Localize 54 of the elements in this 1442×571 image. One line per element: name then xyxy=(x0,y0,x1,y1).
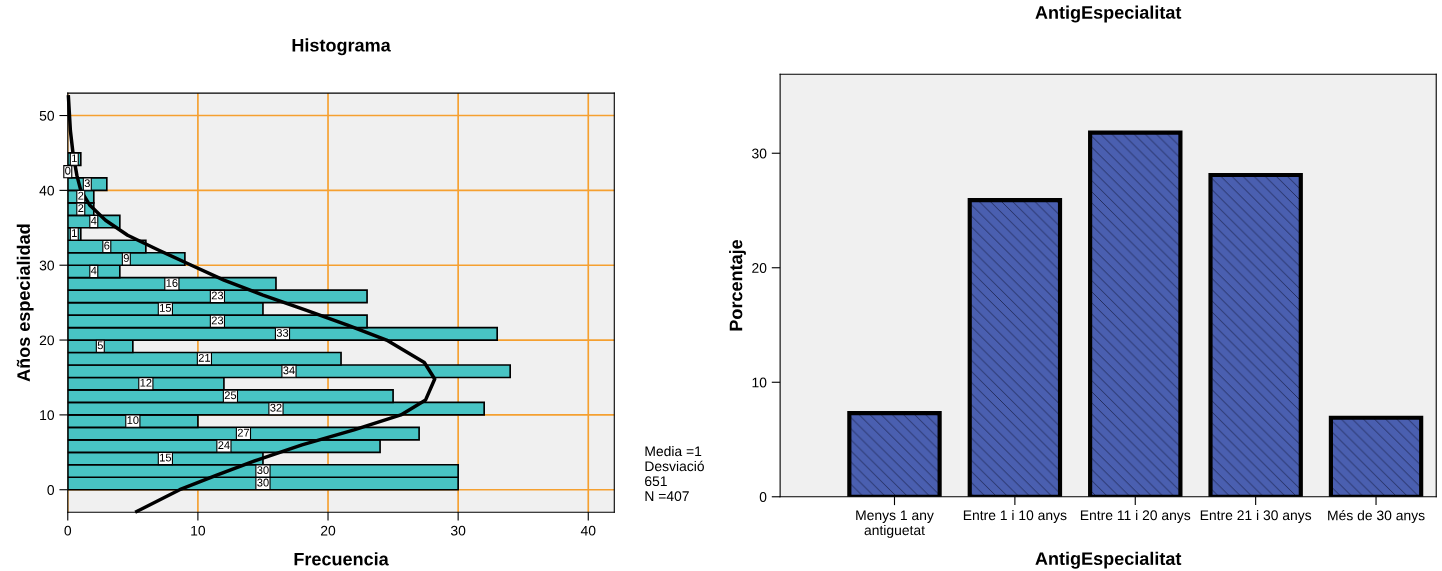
data-label: 15 xyxy=(160,304,172,312)
y-tick-label: 50 xyxy=(39,110,55,121)
data-label: 4 xyxy=(90,266,97,275)
y-axis-title: Años especialidad xyxy=(16,224,34,382)
y-tick-label: 0 xyxy=(759,492,767,502)
y-tick-label: 20 xyxy=(39,335,55,346)
data-label: 34 xyxy=(283,366,295,375)
data-label: 33 xyxy=(276,328,289,337)
data-label: 3 xyxy=(84,179,90,188)
data-label: 21 xyxy=(198,353,211,362)
data-label: 27 xyxy=(237,428,250,437)
data-label: 4 xyxy=(90,216,97,225)
data-label: 2 xyxy=(78,204,84,212)
data-label: 9 xyxy=(123,254,129,262)
data-label: 23 xyxy=(211,316,224,325)
x-tick-label: 0 xyxy=(64,525,72,536)
y-tick-label: 30 xyxy=(752,148,767,159)
data-label: 30 xyxy=(257,466,269,475)
y-tick-label: 10 xyxy=(752,377,767,388)
data-label: 1 xyxy=(72,229,77,237)
x-tick-label: 40 xyxy=(580,525,596,536)
data-label: 32 xyxy=(270,403,282,412)
data-label: 1 xyxy=(72,154,77,163)
x-axis-title: Frecuencia xyxy=(294,552,389,566)
y-tick-label: 40 xyxy=(39,185,55,196)
data-label: 2 xyxy=(78,191,84,200)
x-tick-label: Entre 21 i 30 anys xyxy=(1200,509,1312,523)
y-tick-label: 30 xyxy=(39,260,55,271)
x-tick-label: Menys 1 any antiguetat xyxy=(856,510,934,538)
x-tick-label: 30 xyxy=(450,525,466,536)
data-label: 12 xyxy=(140,378,152,387)
chart-title: Histograma xyxy=(292,38,391,56)
x-tick-label: Més de 30 anys xyxy=(1328,509,1425,524)
x-tick-label: 10 xyxy=(191,525,206,536)
data-label: 25 xyxy=(224,391,237,400)
data-label: 6 xyxy=(104,241,110,250)
x-tick-label: 20 xyxy=(321,525,336,536)
y-tick-label: 20 xyxy=(752,263,767,273)
text: Media =1 Desviació 651 N =407 xyxy=(645,445,704,502)
data-label: 10 xyxy=(127,416,139,425)
data-label: 24 xyxy=(218,441,230,449)
chart-title: AntigEspecialitat xyxy=(1035,5,1182,23)
data-label: 30 xyxy=(257,478,269,487)
data-label: 23 xyxy=(211,291,224,300)
y-tick-label: 0 xyxy=(47,485,55,495)
x-tick-label: Entre 1 i 10 anys xyxy=(963,509,1067,523)
y-tick-label: 10 xyxy=(40,410,55,421)
data-label: 15 xyxy=(160,453,172,462)
x-axis-title: AntigEspecialitat xyxy=(1035,551,1182,569)
y-axis-title: Porcentaje xyxy=(729,239,746,331)
data-label: 0 xyxy=(65,166,71,175)
data-label: 5 xyxy=(97,341,103,350)
data-label: 16 xyxy=(166,279,178,287)
x-tick-label: Entre 11 i 20 anys xyxy=(1080,509,1191,523)
